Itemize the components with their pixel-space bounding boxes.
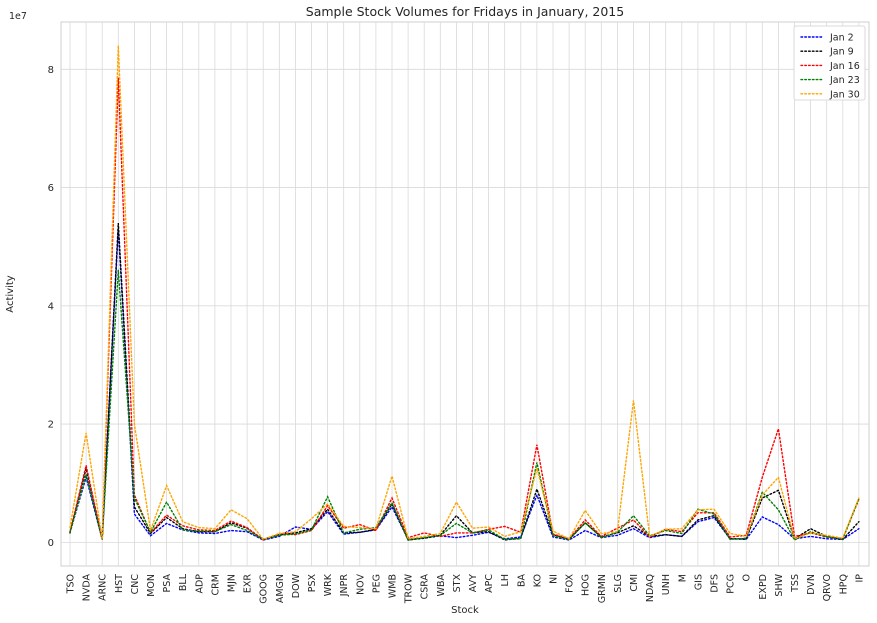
- chart-title: Sample Stock Volumes for Fridays in Janu…: [306, 4, 624, 19]
- x-tick-label: NDAQ: [645, 574, 656, 602]
- plot-background: [60, 21, 870, 567]
- legend-label: Jan 23: [829, 75, 860, 86]
- x-tick-label: BLL: [178, 573, 189, 591]
- y-tick-label: 4: [48, 301, 54, 312]
- x-tick-label: DVN: [806, 574, 817, 595]
- legend-label: Jan 30: [829, 89, 860, 100]
- y-tick-label: 6: [48, 183, 54, 194]
- x-tick-label: O: [742, 574, 753, 581]
- x-tick-label: CSRA: [420, 574, 431, 600]
- x-tick-label: NVDA: [82, 574, 93, 602]
- x-tick-label: TROW: [404, 573, 415, 604]
- x-tick-label: APC: [484, 574, 495, 593]
- x-tick-label: NOV: [355, 574, 366, 595]
- legend-label: Jan 16: [829, 61, 860, 72]
- x-tick-label: EXPD: [758, 574, 769, 600]
- x-tick-label: NI: [549, 574, 560, 584]
- x-tick-label: IP: [854, 574, 865, 583]
- x-tick-label: CMI: [629, 574, 640, 592]
- x-tick-label: CNC: [130, 574, 141, 595]
- x-tick-label: ADP: [194, 574, 205, 594]
- x-axis-label: Stock: [451, 605, 479, 616]
- x-tick-label: AMGN: [275, 574, 286, 603]
- x-tick-label: UNH: [661, 574, 672, 595]
- x-tick-label: TSO: [66, 574, 77, 594]
- x-tick-label: SLG: [613, 574, 624, 593]
- x-tick-label: PEG: [371, 574, 382, 593]
- legend-label: Jan 2: [829, 33, 854, 44]
- y-tick-label: 0: [48, 538, 54, 549]
- series-line-jan-16: [69, 78, 860, 541]
- x-tick-label: FOX: [565, 574, 576, 593]
- x-tick-label: WRK: [323, 573, 334, 596]
- x-tick-label: SHW: [774, 573, 785, 596]
- x-tick-label: QRVO: [822, 574, 833, 601]
- x-tick-label: GRMN: [597, 574, 608, 603]
- series-line-jan-23: [69, 270, 860, 541]
- x-tick-label: JNPR: [339, 574, 350, 598]
- x-tick-label: WBA: [436, 574, 447, 597]
- x-tick-label: PSX: [307, 574, 318, 593]
- x-tick-label: GOOG: [259, 574, 270, 604]
- x-tick-label: AVY: [468, 574, 479, 592]
- grid: [61, 22, 869, 566]
- y-tick-labels: 0 2 4 6 8: [48, 65, 54, 549]
- x-tick-label: HST: [114, 574, 125, 593]
- x-tick-label: EXR: [243, 574, 254, 594]
- y-tick-label: 8: [48, 65, 54, 76]
- x-tick-label: M: [677, 574, 688, 582]
- y-offset-label: 1e7: [9, 11, 27, 22]
- x-tick-label: DOW: [291, 573, 302, 598]
- x-tick-label: ARNC: [98, 574, 109, 601]
- series-layer: [69, 45, 860, 541]
- legend: Jan 2 Jan 9 Jan 16 Jan 23 Jan 30: [793, 25, 866, 101]
- x-tick-label: KO: [532, 574, 543, 587]
- x-tick-label: LH: [500, 574, 511, 586]
- x-tick-label: PCG: [726, 574, 737, 594]
- legend-label: Jan 9: [829, 47, 854, 58]
- x-tick-label: DFS: [710, 574, 721, 593]
- x-tick-label: MJN: [227, 574, 238, 592]
- x-tick-label: BA: [516, 574, 527, 588]
- x-tick-labels: TSO NVDA ARNC HST CNC MON PSA BLL ADP CRM MJN EXR GO…: [66, 573, 866, 604]
- x-tick-label: TSS: [790, 574, 801, 593]
- x-tick-label: GIS: [693, 574, 704, 590]
- y-tick-label: 2: [48, 420, 54, 431]
- x-tick-label: WMB: [388, 574, 399, 598]
- legend-box: [793, 25, 866, 101]
- x-tick-label: HPQ: [838, 574, 849, 594]
- x-tick-label: STX: [452, 574, 463, 593]
- x-tick-label: PSA: [162, 574, 173, 593]
- y-axis-label: Activity: [5, 275, 16, 312]
- x-tick-label: HOG: [581, 574, 592, 596]
- x-tick-label: CRM: [210, 574, 221, 595]
- series-line-jan-30: [69, 45, 860, 541]
- x-tick-label: MON: [146, 574, 157, 597]
